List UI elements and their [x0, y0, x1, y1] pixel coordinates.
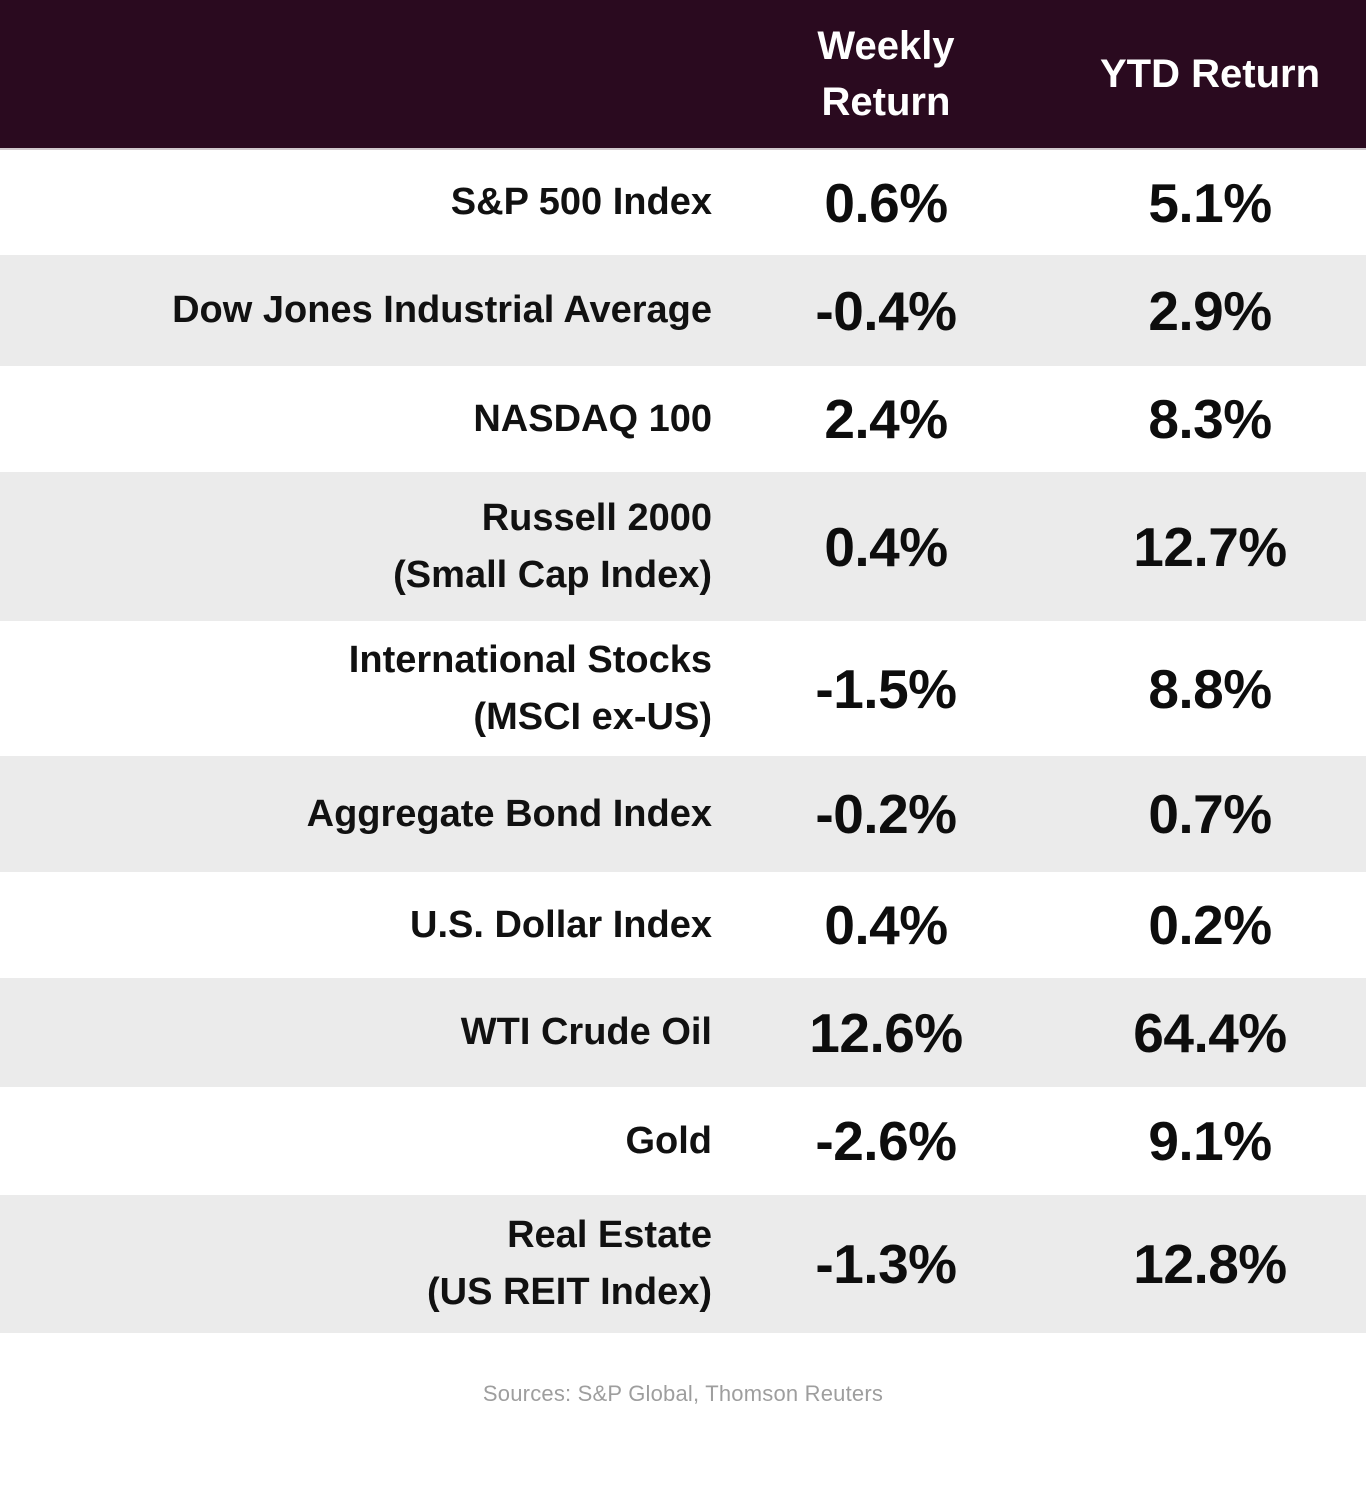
- table-row-us-dollar: U.S. Dollar Index 0.4% 0.2%: [0, 872, 1366, 978]
- row-label-line2: (MSCI ex-US): [473, 695, 712, 738]
- ytd-return-value: 2.9%: [1148, 279, 1272, 342]
- row-label-line1: Russell 2000: [481, 496, 712, 539]
- table-row-wti-crude-oil: WTI Crude Oil 12.6% 64.4%: [0, 978, 1366, 1087]
- row-label: Gold: [625, 1119, 712, 1162]
- row-label-line2: (Small Cap Index): [393, 553, 712, 596]
- ytd-return-value: 8.8%: [1148, 657, 1272, 720]
- row-label: S&P 500 Index: [450, 181, 712, 223]
- table-row-international-stocks: International Stocks (MSCI ex-US) -1.5% …: [0, 621, 1366, 756]
- row-label: Aggregate Bond Index: [306, 792, 712, 835]
- ytd-return-value: 8.3%: [1148, 388, 1272, 450]
- row-label: Real Estate (US REIT Index): [0, 1207, 716, 1321]
- weekly-return-value: 0.6%: [824, 171, 948, 234]
- column-header-ytd-return: YTD Return: [1056, 46, 1364, 102]
- weekly-return-value: -1.3%: [815, 1233, 957, 1295]
- table-row-nasdaq: NASDAQ 100 2.4% 8.3%: [0, 366, 1366, 472]
- ytd-return-value: 12.7%: [1133, 515, 1287, 578]
- column-header-weekly-return-label: Weekly Return: [817, 24, 955, 124]
- weekly-return-value: -1.5%: [815, 657, 957, 720]
- row-label-line1: Real Estate: [507, 1214, 712, 1256]
- table-row-aggregate-bond: Aggregate Bond Index -0.2% 0.7%: [0, 756, 1366, 872]
- ytd-return-value: 0.2%: [1148, 894, 1272, 956]
- table-header-row: Weekly Return YTD Return: [0, 0, 1366, 150]
- row-label: NASDAQ 100: [473, 397, 712, 440]
- ytd-return-value: 64.4%: [1133, 1001, 1287, 1064]
- table-row-real-estate: Real Estate (US REIT Index) -1.3% 12.8%: [0, 1195, 1366, 1333]
- table-row-sp500: S&P 500 Index 0.6% 5.1%: [0, 150, 1366, 255]
- ytd-return-value: 0.7%: [1148, 783, 1272, 845]
- table-row-gold: Gold -2.6% 9.1%: [0, 1087, 1366, 1195]
- column-header-ytd-return-label: YTD Return: [1100, 52, 1320, 96]
- sources-note: Sources: S&P Global, Thomson Reuters: [0, 1333, 1366, 1496]
- weekly-return-value: -0.2%: [815, 783, 957, 845]
- table-row-dow-jones: Dow Jones Industrial Average -0.4% 2.9%: [0, 255, 1366, 366]
- weekly-return-value: 12.6%: [809, 1001, 963, 1064]
- table-row-russell-2000: Russell 2000 (Small Cap Index) 0.4% 12.7…: [0, 472, 1366, 621]
- row-label: WTI Crude Oil: [460, 1011, 712, 1053]
- ytd-return-value: 5.1%: [1148, 171, 1272, 234]
- row-label: Russell 2000 (Small Cap Index): [0, 490, 716, 604]
- weekly-return-value: 0.4%: [824, 515, 948, 578]
- row-label: Dow Jones Industrial Average: [172, 289, 712, 331]
- ytd-return-value: 9.1%: [1148, 1110, 1272, 1172]
- weekly-return-value: -2.6%: [815, 1110, 957, 1172]
- row-label: U.S. Dollar Index: [410, 903, 712, 946]
- column-header-weekly-return: Weekly Return: [716, 18, 1056, 130]
- weekly-return-value: 0.4%: [824, 894, 948, 956]
- row-label-line1: International Stocks: [348, 638, 712, 681]
- weekly-return-value: 2.4%: [824, 388, 948, 450]
- weekly-return-value: -0.4%: [815, 279, 957, 342]
- ytd-return-value: 12.8%: [1133, 1233, 1287, 1295]
- row-label: International Stocks (MSCI ex-US): [0, 632, 716, 746]
- row-label-line2: (US REIT Index): [426, 1271, 712, 1313]
